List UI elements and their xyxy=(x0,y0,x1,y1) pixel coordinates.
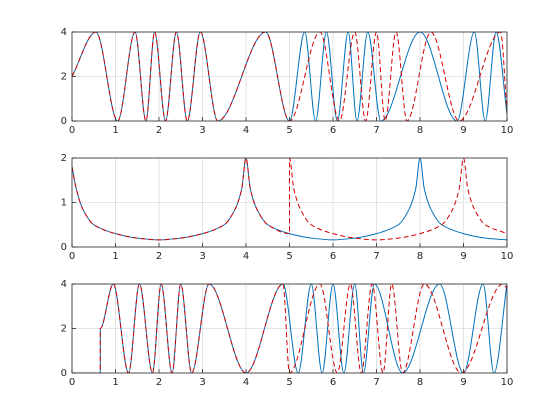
x-tick-label: 1 xyxy=(112,377,118,388)
x-tick-label: 5 xyxy=(286,377,292,388)
x-tick-label: 6 xyxy=(330,125,336,136)
y-tick-label: 4 xyxy=(61,279,67,290)
data-line xyxy=(72,158,507,241)
x-tick-label: 7 xyxy=(373,251,379,262)
x-tick-label: 10 xyxy=(501,251,514,262)
x-tick-label: 8 xyxy=(417,125,423,136)
y-tick-label: 2 xyxy=(61,153,67,164)
x-tick-label: 6 xyxy=(330,251,336,262)
x-tick-label: 5 xyxy=(286,125,292,136)
x-tick-label: 0 xyxy=(69,251,75,262)
x-tick-label: 7 xyxy=(373,125,379,136)
x-tick-label: 3 xyxy=(199,377,205,388)
subplot: 0 1 2 3 4 5 6 7 8 9 10 0 2 4 xyxy=(61,279,514,388)
y-tick-label: 2 xyxy=(61,72,67,83)
x-tick-label: 9 xyxy=(460,377,466,388)
x-tick-label: 1 xyxy=(112,125,118,136)
subplot: 0 1 2 3 4 5 6 7 8 9 10 0 1 2 xyxy=(61,153,514,262)
x-tick-label: 10 xyxy=(501,377,514,388)
x-tick-label: 9 xyxy=(460,251,466,262)
x-tick-label: 9 xyxy=(460,125,466,136)
x-tick-label: 8 xyxy=(417,251,423,262)
y-tick-label: 4 xyxy=(61,27,67,38)
x-tick-label: 10 xyxy=(501,125,514,136)
axes-box xyxy=(71,157,508,248)
x-tick-label: 0 xyxy=(69,377,75,388)
y-tick-label: 0 xyxy=(61,242,67,253)
x-tick-label: 2 xyxy=(156,251,162,262)
x-tick-label: 2 xyxy=(156,125,162,136)
data-line xyxy=(72,284,507,373)
x-tick-label: 4 xyxy=(243,377,249,388)
axes-box xyxy=(71,31,508,122)
x-tick-label: 4 xyxy=(243,125,249,136)
y-tick-label: 0 xyxy=(61,368,67,379)
y-tick-label: 1 xyxy=(61,198,67,209)
x-tick-label: 5 xyxy=(286,251,292,262)
x-tick-label: 8 xyxy=(417,377,423,388)
x-tick-label: 1 xyxy=(112,251,118,262)
x-tick-label: 4 xyxy=(243,251,249,262)
data-line xyxy=(72,284,507,373)
x-tick-label: 2 xyxy=(156,377,162,388)
y-tick-label: 2 xyxy=(61,324,67,335)
x-tick-label: 6 xyxy=(330,377,336,388)
y-tick-label: 0 xyxy=(61,116,67,127)
x-tick-label: 3 xyxy=(199,125,205,136)
subplot: 0 1 2 3 4 5 6 7 8 9 10 0 2 4 xyxy=(61,27,514,136)
axes-box xyxy=(71,283,508,374)
x-tick-label: 3 xyxy=(199,251,205,262)
x-tick-label: 7 xyxy=(373,377,379,388)
x-tick-label: 0 xyxy=(69,125,75,136)
